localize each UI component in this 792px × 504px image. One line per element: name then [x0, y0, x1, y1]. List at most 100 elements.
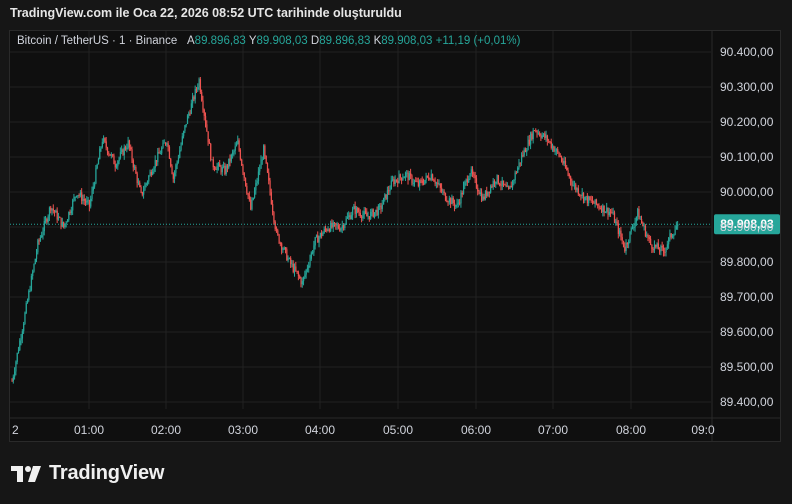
candle-body: [56, 210, 58, 220]
candle-body: [324, 228, 327, 230]
candle-body: [263, 145, 265, 160]
candle: [19, 338, 21, 352]
candle-body: [404, 172, 407, 178]
candle: [642, 221, 644, 227]
candle-body: [344, 224, 346, 228]
candle: [401, 177, 403, 185]
candle: [17, 346, 20, 354]
candle: [446, 196, 448, 203]
candle: [185, 123, 187, 128]
candle: [139, 180, 141, 188]
candle-body: [150, 171, 153, 175]
tradingview-brand[interactable]: TradingView: [11, 462, 164, 485]
candle: [548, 138, 550, 144]
candle-body: [544, 133, 546, 138]
candle: [332, 220, 334, 233]
candle-body: [630, 228, 632, 232]
candle-body: [415, 180, 417, 182]
candle-body: [666, 244, 669, 248]
candle: [224, 162, 226, 176]
candle-body: [512, 180, 514, 188]
candle-body: [92, 186, 94, 191]
candle-body: [219, 163, 221, 167]
candle: [12, 374, 14, 384]
candle: [247, 192, 249, 200]
candle: [92, 182, 94, 194]
candle-body: [130, 147, 132, 150]
candle: [613, 210, 616, 224]
candle: [541, 132, 543, 139]
candle-body: [81, 192, 83, 202]
y-tick-label: 89.400,00: [720, 395, 774, 409]
y-tick-label: 89.600,00: [720, 325, 774, 339]
candle: [641, 215, 643, 224]
candle: [594, 199, 596, 208]
candle-body: [106, 147, 109, 154]
candle: [535, 128, 537, 133]
candle: [570, 175, 572, 186]
candle: [575, 182, 577, 193]
candle-body: [184, 125, 186, 132]
candle: [337, 222, 340, 230]
candle-body: [21, 331, 24, 339]
candle: [304, 270, 306, 280]
candle: [352, 206, 354, 220]
candle: [465, 178, 467, 186]
candle-body: [668, 237, 670, 245]
y-tick-label: 90.100,00: [720, 150, 774, 164]
candle: [377, 204, 380, 219]
candle-body: [472, 169, 474, 175]
candle: [433, 178, 435, 182]
candle-body: [91, 190, 93, 199]
candle: [36, 248, 38, 263]
candle: [140, 185, 142, 194]
candle: [562, 158, 564, 166]
candle-body: [287, 258, 289, 261]
candle: [638, 205, 640, 220]
candle: [195, 87, 198, 94]
candle-body: [619, 230, 621, 234]
candle-body: [604, 211, 607, 213]
candle-body: [76, 195, 78, 197]
candle: [283, 246, 285, 251]
candle-body: [484, 191, 487, 200]
candle: [100, 146, 102, 152]
candle-body: [86, 200, 88, 203]
candle-body: [190, 103, 193, 114]
candle: [86, 196, 88, 206]
candle-body: [38, 240, 40, 242]
candle: [371, 208, 373, 217]
candle-body: [331, 222, 333, 228]
candle: [72, 198, 74, 216]
candle: [264, 144, 266, 160]
candle-body: [488, 191, 490, 193]
candle-body: [326, 229, 328, 231]
candle: [608, 207, 610, 217]
candle-body: [607, 207, 609, 216]
candle-body: [256, 181, 258, 184]
y-tick-label: 89.800,00: [720, 255, 774, 269]
candle-body: [496, 175, 498, 182]
candle-body: [581, 192, 583, 196]
candle-body: [346, 216, 349, 219]
chart-panel[interactable]: [9, 30, 781, 442]
candle-body: [149, 171, 151, 176]
candle-body: [32, 271, 34, 277]
candle-body: [638, 208, 640, 220]
candle: [643, 222, 645, 231]
candle: [106, 146, 109, 156]
candle: [435, 181, 438, 189]
candle: [493, 179, 496, 188]
candle-body: [491, 186, 493, 188]
candle: [163, 139, 165, 144]
candle: [531, 131, 533, 141]
candle: [384, 193, 386, 202]
candle: [76, 195, 78, 198]
candle-body: [535, 130, 537, 132]
candle-body: [87, 200, 89, 201]
candle: [372, 208, 374, 218]
low-value: 89.896,83: [319, 35, 371, 47]
candle-body: [530, 133, 532, 145]
candle: [257, 167, 260, 185]
